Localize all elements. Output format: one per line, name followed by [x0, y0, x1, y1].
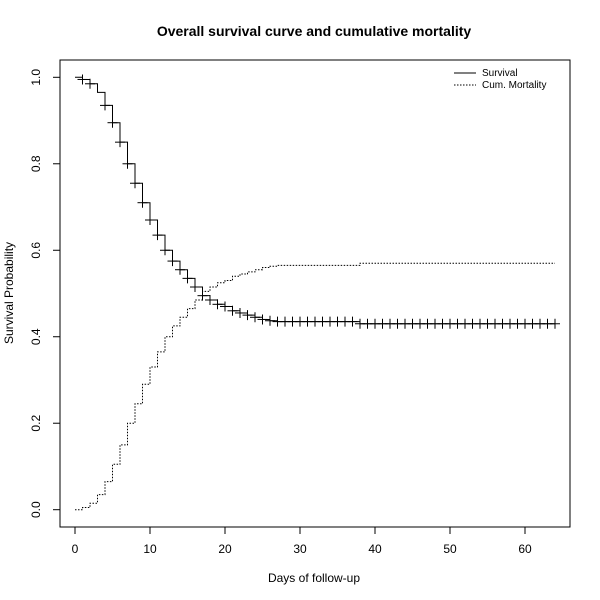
y-axis-label: Survival Probability — [2, 242, 16, 344]
x-tick-label: 30 — [293, 542, 307, 556]
x-tick-label: 0 — [72, 542, 79, 556]
chart-title: Overall survival curve and cumulative mo… — [157, 23, 472, 39]
series-line-survival — [75, 76, 555, 325]
x-tick-label: 20 — [218, 542, 232, 556]
y-tick-label: 0.4 — [29, 328, 43, 345]
plot-frame — [59, 59, 571, 528]
x-axis-label: Days of follow-up — [268, 571, 360, 585]
legend: Survival Cum. Mortality — [454, 68, 546, 91]
series-layer — [75, 74, 560, 511]
x-tick-label: 40 — [368, 542, 382, 556]
x-tick-label: 60 — [518, 542, 532, 556]
y-axis: 0.0 0.2 0.4 0.6 0.8 1.0 — [29, 69, 60, 518]
x-tick-label: 10 — [143, 542, 157, 556]
x-tick-label: 50 — [443, 542, 457, 556]
y-tick-label: 0.8 — [29, 155, 43, 172]
legend-label-cum-mortality: Cum. Mortality — [482, 80, 546, 91]
y-tick-label: 0.6 — [29, 242, 43, 259]
y-tick-label: 0.0 — [29, 501, 43, 518]
x-axis: 0 10 20 30 40 50 60 — [72, 527, 532, 556]
y-tick-label: 1.0 — [29, 69, 43, 86]
legend-label-survival: Survival — [482, 68, 518, 79]
y-tick-label: 0.2 — [29, 415, 43, 432]
series-line-cum-mortality — [75, 262, 555, 511]
